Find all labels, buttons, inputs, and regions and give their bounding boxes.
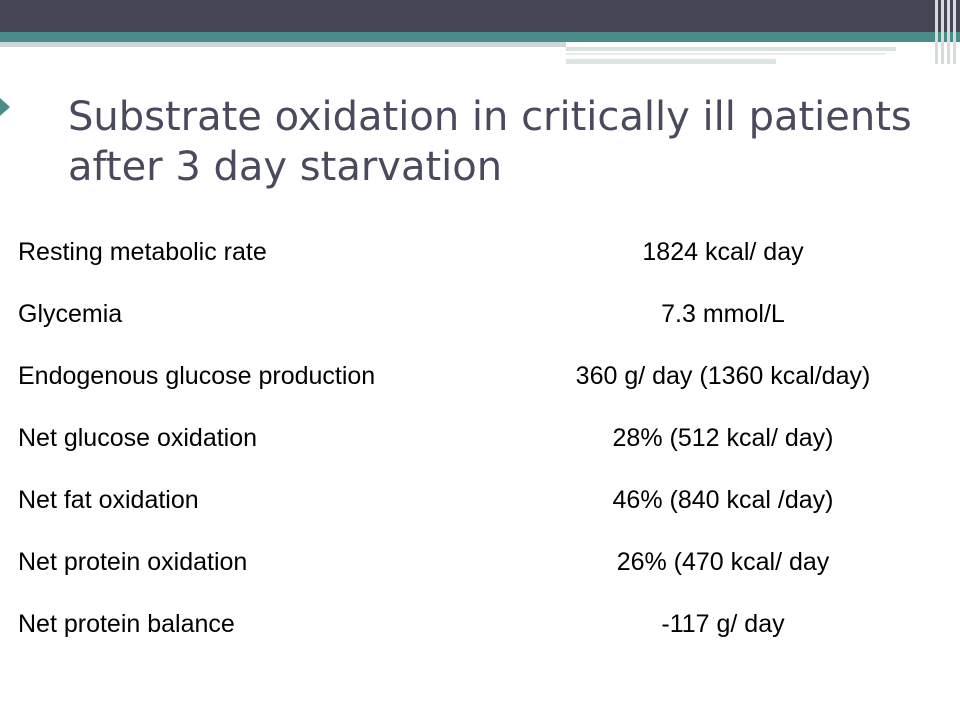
table-row: Resting metabolic rate 1824 kcal/ day [18, 232, 948, 294]
row-label: Glycemia [18, 300, 123, 328]
table-row: Net glucose oxidation 28% (512 kcal/ day… [18, 418, 948, 480]
header-accent-band [0, 32, 960, 42]
decor-bar [941, 0, 944, 64]
header-decor-line [0, 42, 566, 47]
row-value: 7.3 mmol/L [661, 300, 785, 328]
row-value: 360 g/ day (1360 kcal/day) [575, 362, 871, 390]
header-decor-line [566, 59, 776, 64]
table-row: Endogenous glucose production 360 g/ day… [18, 356, 948, 418]
data-table: Resting metabolic rate 1824 kcal/ day Gl… [18, 232, 948, 666]
header-decor-line [566, 47, 896, 51]
row-value: 1824 kcal/ day [642, 238, 804, 266]
title-marker-icon [0, 98, 10, 116]
header-band [0, 0, 960, 32]
table-row: Glycemia 7.3 mmol/L [18, 294, 948, 356]
row-value: 26% (470 kcal/ day [616, 548, 830, 576]
table-row: Net fat oxidation 46% (840 kcal /day) [18, 480, 948, 542]
row-label: Net glucose oxidation [18, 424, 258, 452]
row-label: Endogenous glucose production [18, 362, 376, 390]
table-row: Net protein oxidation 26% (470 kcal/ day [18, 542, 948, 604]
header-decor-line [566, 53, 886, 55]
row-label: Net protein oxidation [18, 548, 248, 576]
decor-bar [953, 0, 956, 64]
row-value: 28% (512 kcal/ day) [612, 424, 834, 452]
table-row: Net protein balance -117 g/ day [18, 604, 948, 666]
row-label: Net fat oxidation [18, 486, 199, 514]
slide-title: Substrate oxidation in critically ill pa… [68, 94, 912, 190]
header-decor-bars [920, 0, 960, 64]
row-label: Net protein balance [18, 610, 235, 638]
row-value: -117 g/ day [661, 610, 785, 638]
decor-bar [935, 0, 938, 64]
row-label: Resting metabolic rate [18, 238, 267, 266]
decor-bar [947, 0, 950, 64]
row-value: 46% (840 kcal /day) [612, 486, 834, 514]
